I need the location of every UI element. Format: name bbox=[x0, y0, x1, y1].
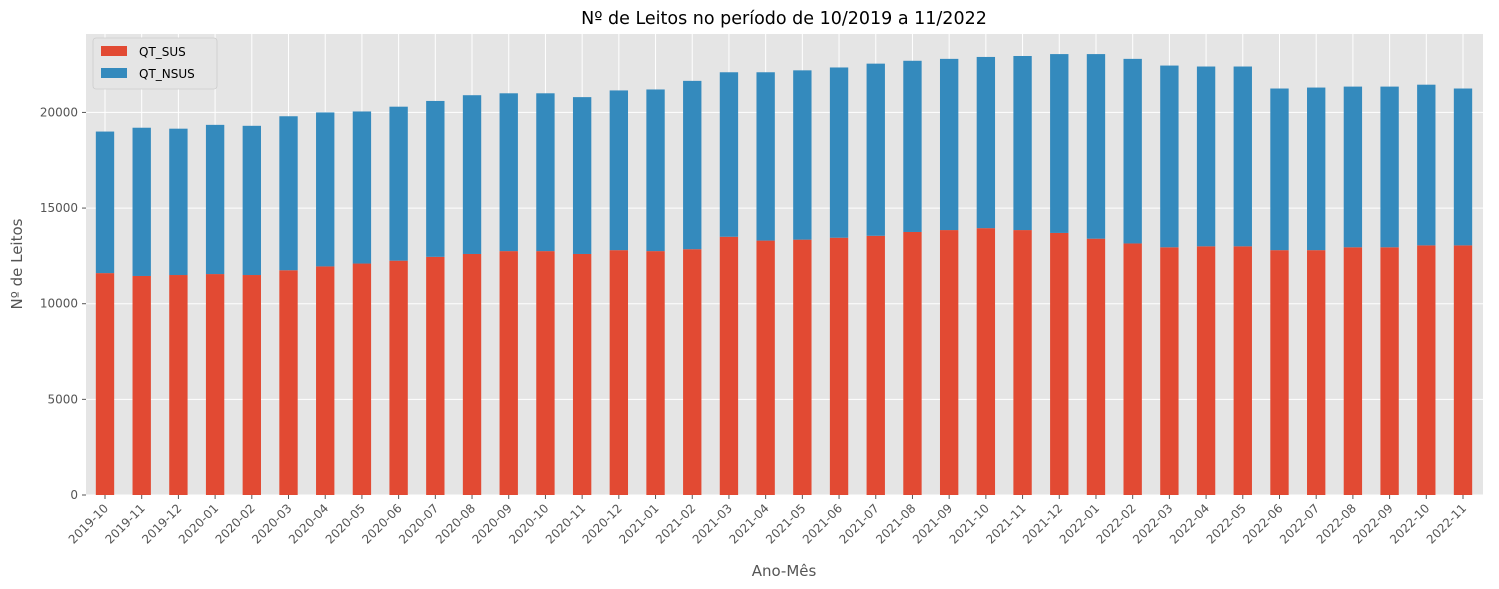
bar-qt-sus-2020-09 bbox=[499, 251, 518, 495]
bar-qt-nsus-2022-07 bbox=[1307, 87, 1326, 251]
y-tick-label: 20000 bbox=[40, 105, 78, 119]
bar-qt-sus-2019-12 bbox=[169, 275, 188, 495]
bar-qt-nsus-2022-06 bbox=[1270, 88, 1289, 251]
bar-qt-sus-2019-11 bbox=[132, 275, 151, 495]
bar-qt-sus-2020-04 bbox=[316, 266, 335, 495]
bar-qt-sus-2021-09 bbox=[939, 230, 959, 495]
bar-qt-nsus-2022-11 bbox=[1453, 88, 1473, 246]
bar-qt-sus-2022-04 bbox=[1196, 246, 1216, 495]
bar-qt-sus-2021-05 bbox=[793, 239, 812, 495]
bar-qt-sus-2020-11 bbox=[572, 253, 592, 495]
bar-qt-sus-2021-01 bbox=[646, 251, 665, 495]
bar-qt-sus-2021-07 bbox=[866, 235, 885, 495]
x-tick-label: 2022-11 bbox=[1424, 501, 1469, 546]
bar-qt-sus-2022-08 bbox=[1343, 247, 1363, 495]
bar-qt-sus-2020-03 bbox=[279, 270, 298, 495]
bar-qt-nsus-2020-06 bbox=[389, 106, 408, 261]
y-tick-label: 5000 bbox=[47, 392, 78, 406]
bar-qt-sus-2021-02 bbox=[683, 249, 702, 495]
bar-qt-sus-2022-06 bbox=[1270, 250, 1289, 495]
bar-qt-sus-2020-10 bbox=[536, 251, 555, 495]
bar-qt-sus-2022-09 bbox=[1380, 247, 1399, 495]
bar-qt-nsus-2021-05 bbox=[793, 70, 812, 240]
bar-qt-nsus-2019-12 bbox=[169, 128, 188, 276]
bar-qt-nsus-2020-07 bbox=[426, 100, 445, 257]
bar-qt-sus-2020-07 bbox=[426, 256, 445, 495]
bar-qt-sus-2021-12 bbox=[1050, 232, 1069, 496]
bar-qt-nsus-2021-09 bbox=[939, 58, 959, 231]
bar-qt-sus-2021-08 bbox=[903, 231, 922, 495]
legend-label-qt-sus: QT_SUS bbox=[139, 45, 186, 59]
bar-qt-nsus-2020-03 bbox=[279, 116, 298, 271]
bar-qt-sus-2020-08 bbox=[462, 253, 482, 495]
bar-qt-sus-2021-10 bbox=[976, 228, 996, 495]
bar-qt-sus-2020-01 bbox=[205, 274, 225, 495]
bar-qt-nsus-2020-01 bbox=[205, 124, 225, 275]
bar-qt-nsus-2021-02 bbox=[683, 80, 702, 250]
bar-qt-sus-2020-02 bbox=[242, 275, 261, 495]
bar-qt-nsus-2021-01 bbox=[646, 89, 665, 252]
bar-qt-sus-2020-06 bbox=[389, 260, 408, 495]
bar-qt-sus-2021-06 bbox=[829, 237, 849, 495]
bars bbox=[95, 54, 1473, 496]
bar-qt-nsus-2021-08 bbox=[903, 60, 922, 232]
y-tick-label: 10000 bbox=[40, 297, 78, 311]
bar-qt-nsus-2022-08 bbox=[1343, 86, 1363, 248]
legend: QT_SUS QT_NSUS bbox=[92, 37, 218, 90]
bar-qt-nsus-2020-09 bbox=[499, 93, 518, 252]
bar-qt-sus-2021-04 bbox=[756, 240, 775, 495]
bar-qt-nsus-2021-12 bbox=[1050, 54, 1069, 233]
bar-qt-sus-2022-03 bbox=[1160, 247, 1179, 495]
y-tick-label: 15000 bbox=[40, 201, 78, 215]
bar-qt-nsus-2022-03 bbox=[1160, 65, 1179, 248]
bar-qt-nsus-2022-05 bbox=[1233, 66, 1252, 247]
x-axis-ticks: 2019-102019-112019-122020-012020-022020-… bbox=[66, 495, 1469, 547]
bar-qt-nsus-2020-11 bbox=[572, 97, 592, 254]
bar-qt-sus-2021-03 bbox=[719, 236, 739, 495]
bar-qt-nsus-2022-09 bbox=[1380, 86, 1399, 248]
bar-qt-nsus-2022-10 bbox=[1417, 84, 1436, 246]
legend-swatch-qt-sus bbox=[101, 46, 127, 56]
bar-qt-sus-2022-05 bbox=[1233, 246, 1252, 495]
x-axis-label: Ano-Mês bbox=[752, 562, 817, 580]
bar-qt-nsus-2022-01 bbox=[1086, 54, 1106, 239]
bar-qt-nsus-2020-10 bbox=[536, 93, 555, 252]
bar-qt-sus-2022-02 bbox=[1123, 243, 1142, 495]
bar-qt-nsus-2020-04 bbox=[316, 112, 335, 267]
bar-qt-nsus-2022-04 bbox=[1196, 66, 1216, 247]
bar-qt-nsus-2021-04 bbox=[756, 72, 775, 241]
bar-qt-nsus-2019-11 bbox=[132, 127, 151, 276]
bar-qt-sus-2022-11 bbox=[1453, 245, 1473, 495]
chart-title: Nº de Leitos no período de 10/2019 a 11/… bbox=[581, 9, 987, 29]
bar-qt-sus-2022-01 bbox=[1086, 238, 1106, 496]
bar-qt-nsus-2021-03 bbox=[719, 72, 739, 237]
legend-label-qt-nsus: QT_NSUS bbox=[139, 67, 195, 81]
bar-qt-sus-2022-07 bbox=[1307, 250, 1326, 495]
bar-qt-nsus-2022-02 bbox=[1123, 58, 1142, 244]
bar-qt-sus-2019-10 bbox=[95, 273, 115, 495]
bar-qt-nsus-2021-06 bbox=[829, 67, 849, 238]
bar-qt-nsus-2019-10 bbox=[95, 131, 115, 274]
bar-qt-sus-2020-12 bbox=[609, 250, 629, 495]
bar-qt-sus-2021-11 bbox=[1013, 230, 1032, 495]
bar-qt-nsus-2020-05 bbox=[352, 111, 372, 264]
bar-qt-sus-2020-05 bbox=[352, 263, 372, 495]
legend-swatch-qt-nsus bbox=[101, 68, 127, 78]
bar-qt-nsus-2020-08 bbox=[462, 95, 482, 254]
bar-qt-sus-2022-10 bbox=[1417, 245, 1436, 495]
bar-qt-nsus-2021-07 bbox=[866, 63, 885, 236]
y-axis-ticks: 0 5000 10000 15000 20000 bbox=[40, 105, 86, 502]
bar-qt-nsus-2021-10 bbox=[976, 56, 996, 229]
bar-qt-nsus-2021-11 bbox=[1013, 55, 1032, 231]
y-tick-label: 0 bbox=[70, 488, 78, 502]
bar-qt-nsus-2020-02 bbox=[242, 125, 261, 276]
bar-qt-nsus-2020-12 bbox=[609, 90, 629, 251]
y-axis-label: Nº de Leitos bbox=[8, 218, 26, 309]
